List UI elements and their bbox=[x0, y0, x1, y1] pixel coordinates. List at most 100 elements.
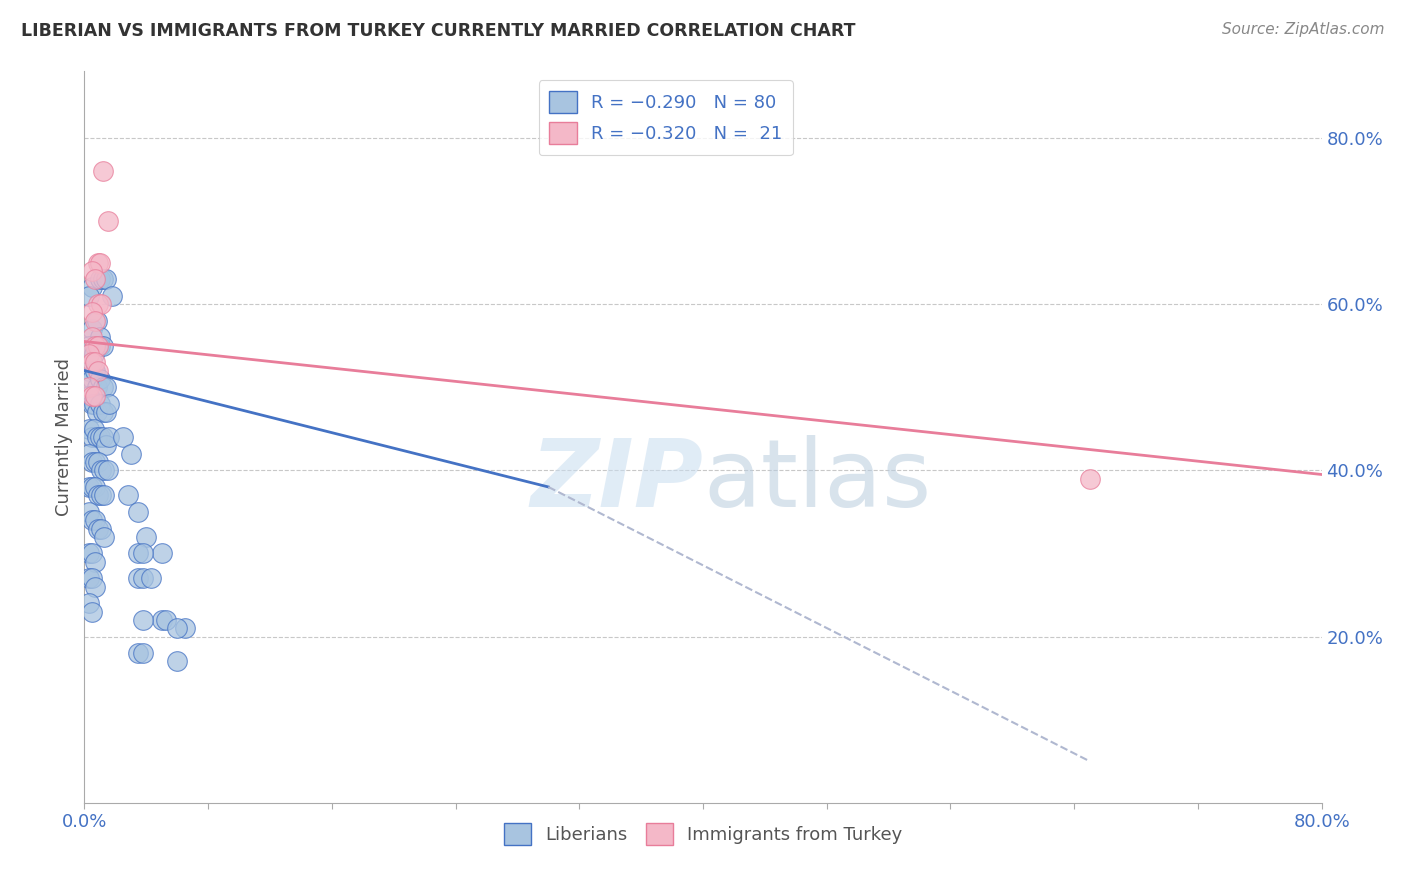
Point bbox=[87, 521, 110, 535]
Point bbox=[77, 480, 100, 494]
Point bbox=[86, 380, 108, 394]
Point bbox=[150, 613, 173, 627]
Point bbox=[89, 255, 111, 269]
Point bbox=[90, 463, 112, 477]
Point bbox=[91, 405, 114, 419]
Point bbox=[77, 505, 100, 519]
Point bbox=[94, 272, 117, 286]
Text: LIBERIAN VS IMMIGRANTS FROM TURKEY CURRENTLY MARRIED CORRELATION CHART: LIBERIAN VS IMMIGRANTS FROM TURKEY CURRE… bbox=[21, 22, 856, 40]
Point bbox=[82, 455, 104, 469]
Point bbox=[94, 380, 117, 394]
Text: Source: ZipAtlas.com: Source: ZipAtlas.com bbox=[1222, 22, 1385, 37]
Point bbox=[94, 438, 117, 452]
Y-axis label: Currently Married: Currently Married bbox=[55, 358, 73, 516]
Point bbox=[91, 338, 114, 352]
Point bbox=[82, 355, 104, 369]
Point bbox=[91, 272, 114, 286]
Point bbox=[87, 455, 110, 469]
Point bbox=[117, 488, 139, 502]
Point bbox=[101, 289, 124, 303]
Point bbox=[82, 264, 104, 278]
Point bbox=[77, 363, 100, 377]
Point bbox=[96, 463, 118, 477]
Legend: Liberians, Immigrants from Turkey: Liberians, Immigrants from Turkey bbox=[496, 816, 910, 852]
Point bbox=[84, 272, 107, 286]
Point bbox=[84, 338, 107, 352]
Point bbox=[84, 480, 107, 494]
Point bbox=[82, 546, 104, 560]
Point bbox=[83, 397, 105, 411]
Point bbox=[82, 605, 104, 619]
Point bbox=[82, 322, 104, 336]
Point bbox=[132, 546, 155, 560]
Point bbox=[132, 571, 155, 585]
Point bbox=[127, 646, 149, 660]
Point bbox=[127, 505, 149, 519]
Point bbox=[89, 430, 111, 444]
Point bbox=[98, 397, 121, 411]
Point bbox=[77, 380, 100, 394]
Point bbox=[84, 355, 107, 369]
Point bbox=[77, 347, 100, 361]
Point bbox=[87, 338, 110, 352]
Point bbox=[83, 347, 105, 361]
Point bbox=[87, 297, 110, 311]
Point bbox=[87, 255, 110, 269]
Point bbox=[87, 488, 110, 502]
Point bbox=[77, 388, 100, 402]
Point bbox=[77, 422, 100, 436]
Point bbox=[77, 447, 100, 461]
Point bbox=[87, 363, 110, 377]
Point bbox=[89, 330, 111, 344]
Point bbox=[135, 530, 157, 544]
Point bbox=[112, 430, 135, 444]
Point bbox=[86, 314, 108, 328]
Point bbox=[93, 488, 115, 502]
Point bbox=[77, 546, 100, 560]
Point bbox=[166, 655, 188, 669]
Point bbox=[82, 305, 104, 319]
Point bbox=[96, 214, 118, 228]
Point bbox=[84, 314, 107, 328]
Point bbox=[86, 405, 108, 419]
Point bbox=[174, 621, 197, 635]
Point bbox=[91, 380, 114, 394]
Text: atlas: atlas bbox=[703, 435, 931, 527]
Point bbox=[86, 338, 108, 352]
Point bbox=[90, 488, 112, 502]
Point bbox=[89, 272, 111, 286]
Point bbox=[1078, 472, 1101, 486]
Point bbox=[84, 455, 107, 469]
Point bbox=[82, 397, 104, 411]
Point bbox=[132, 613, 155, 627]
Point bbox=[82, 571, 104, 585]
Point bbox=[127, 571, 149, 585]
Point bbox=[90, 297, 112, 311]
Point bbox=[120, 447, 142, 461]
Point bbox=[82, 280, 104, 294]
Point bbox=[84, 555, 107, 569]
Point bbox=[86, 430, 108, 444]
Point bbox=[93, 530, 115, 544]
Point bbox=[84, 513, 107, 527]
Text: ZIP: ZIP bbox=[530, 435, 703, 527]
Point bbox=[90, 521, 112, 535]
Point bbox=[77, 338, 100, 352]
Point bbox=[155, 613, 177, 627]
Point bbox=[83, 422, 105, 436]
Point bbox=[84, 388, 107, 402]
Point bbox=[166, 621, 188, 635]
Point bbox=[98, 430, 121, 444]
Point bbox=[82, 372, 104, 386]
Point bbox=[93, 463, 115, 477]
Point bbox=[82, 480, 104, 494]
Point bbox=[84, 363, 107, 377]
Point bbox=[139, 571, 162, 585]
Point bbox=[132, 646, 155, 660]
Point bbox=[94, 405, 117, 419]
Point bbox=[77, 596, 100, 610]
Point bbox=[91, 430, 114, 444]
Point bbox=[82, 513, 104, 527]
Point bbox=[84, 580, 107, 594]
Point bbox=[77, 289, 100, 303]
